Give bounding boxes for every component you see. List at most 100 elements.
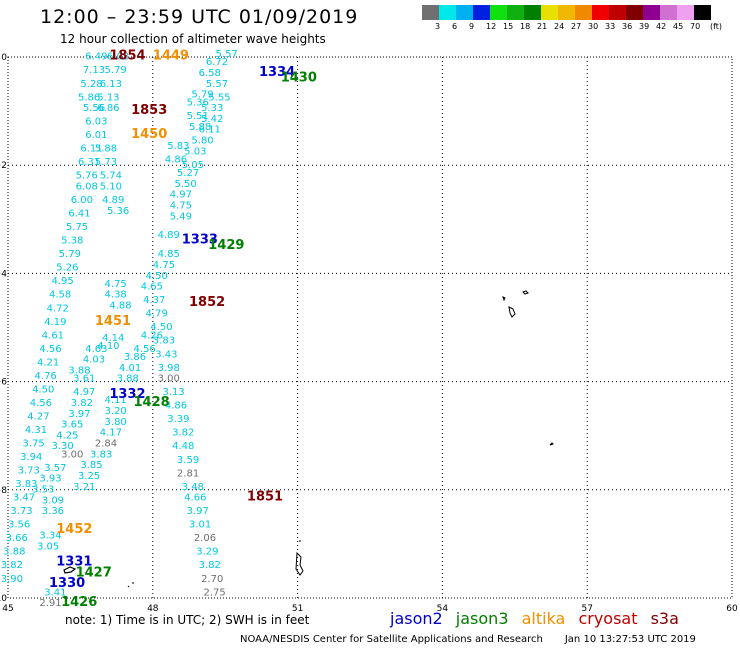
wave-height-value: 5.57: [216, 49, 238, 60]
legend-label: 42: [656, 22, 667, 31]
wave-height-value: 3.01: [189, 520, 211, 531]
sat-altika: altika: [521, 609, 566, 628]
wave-height-value: 3.57: [44, 463, 66, 474]
wave-height-value: 3.97: [68, 409, 90, 420]
color-legend: 3 6 9 12 15 18 21 24 27 30 33 36 39 42 45 70 (ft): [422, 5, 728, 35]
x-tick-label: 57: [581, 604, 592, 614]
legend-swatch: [507, 5, 524, 20]
legend-swatches: [422, 5, 728, 20]
wave-height-value: 3.82: [1, 560, 23, 571]
island-outline: [549, 442, 554, 446]
legend-swatch: [643, 5, 660, 20]
wave-height-value: 6.03: [107, 52, 129, 63]
legend-label: 45: [673, 22, 684, 31]
wave-height-value: 4.25: [56, 430, 78, 441]
wave-height-value: 4.27: [27, 411, 49, 422]
satellite-legend: jason2 jason3 altika cryosat s3a: [390, 609, 687, 628]
legend-swatch: [660, 5, 677, 20]
credit-line: NOAA/NESDIS Center for Satellite Applica…: [240, 634, 696, 645]
wave-height-value: 5.13: [97, 92, 119, 103]
pass-time-label: 1852: [189, 295, 225, 310]
wave-height-value: 6.49: [85, 52, 107, 63]
pass-time-label: 1330: [49, 576, 85, 591]
wave-height-value: 3.39: [167, 414, 189, 425]
wave-height-value: 4.97: [170, 190, 192, 201]
pass-time-label: 1429: [208, 238, 244, 253]
wave-height-value: 6.31: [78, 157, 100, 168]
pass-time-label: 1334: [259, 65, 295, 80]
legend-swatch: [609, 5, 626, 20]
legend-swatch: [558, 5, 575, 20]
wave-height-value: 4.11: [105, 395, 127, 406]
x-tick-label: 60: [726, 604, 738, 614]
wave-height-value: 3.88: [68, 365, 90, 376]
legend-swatch: [575, 5, 592, 20]
wave-height-value: 6.11: [199, 125, 221, 136]
wave-height-value: 6.13: [100, 79, 122, 90]
wave-height-value: 3.00: [61, 449, 83, 460]
wave-height-value: 5.75: [66, 222, 88, 233]
wave-height-value: 4.31: [25, 425, 47, 436]
wave-height-value: 5.50: [175, 179, 197, 190]
wave-height-value: 5.57: [206, 79, 228, 90]
legend-swatch: [490, 5, 507, 20]
wave-height-value: 6.01: [85, 130, 107, 141]
wave-height-value: 3.59: [177, 455, 199, 466]
legend-swatch: [541, 5, 558, 20]
legend-label: 15: [503, 22, 514, 31]
wave-height-value: 5.88: [189, 122, 211, 133]
y-tick-label: 0: [1, 53, 7, 63]
wave-height-value: 3.56: [8, 520, 30, 531]
wave-height-value: 4.72: [47, 303, 69, 314]
wave-height-value: 6.86: [97, 103, 119, 114]
pass-time-label: 1428: [133, 395, 169, 410]
map-title: 12:00 – 23:59 UTC 01/09/2019: [40, 6, 359, 28]
pass-time-label: 1452: [56, 522, 92, 537]
legend-swatch: [592, 5, 609, 20]
legend-swatch: [473, 5, 490, 20]
wave-height-value: 4.61: [42, 330, 64, 341]
wave-height-value: 4.50: [146, 271, 168, 282]
wave-height-value: 5.26: [56, 263, 78, 274]
island-outline: [127, 582, 134, 588]
y-tick-label: −2: [0, 161, 7, 171]
sat-cryosat: cryosat: [578, 609, 638, 628]
legend-label: 6: [452, 22, 458, 31]
wave-height-value: 3.34: [39, 530, 61, 541]
wave-height-value: 4.48: [172, 441, 194, 452]
wave-height-value: 2.91: [39, 598, 61, 609]
wave-height-value: 4.76: [35, 371, 57, 382]
wave-height-value: 5.74: [100, 171, 122, 182]
sat-jason3: jason3: [455, 609, 509, 628]
wave-height-value: 3.86: [124, 352, 146, 363]
wave-height-value: 3.90: [1, 574, 23, 585]
x-tick-label: 54: [437, 604, 449, 614]
pass-time-label: 1426: [61, 595, 97, 610]
island-outline: [502, 290, 529, 318]
wave-height-value: 5.79: [105, 65, 127, 76]
wave-height-value: 5.56: [83, 103, 105, 114]
wave-height-value: 4.86: [165, 154, 187, 165]
wave-height-value: 6.41: [68, 209, 90, 220]
wave-height-value: 6.00: [71, 195, 93, 206]
wave-height-value: 3.65: [61, 420, 83, 431]
legend-swatch: [694, 5, 711, 20]
wave-height-value: 6.08: [76, 182, 98, 193]
wave-height-value: 3.09: [42, 495, 64, 506]
wave-height-value: 5.79: [191, 90, 213, 101]
wave-height-value: 5.80: [191, 136, 213, 147]
wave-height-value: 4.65: [141, 282, 163, 293]
wave-height-value: 3.83: [90, 449, 112, 460]
pass-time-label: 1331: [56, 555, 92, 570]
wave-height-value: 3.83: [15, 479, 37, 490]
wave-height-value: 5.38: [61, 236, 83, 247]
wave-height-value: 6.03: [85, 117, 107, 128]
pass-time-label: 1333: [182, 233, 218, 248]
legend-label: 21: [537, 22, 548, 31]
wave-height-value: 4.50: [150, 322, 172, 333]
wave-height-value: 6.11: [80, 144, 102, 155]
legend-labels: 3 6 9 12 15 18 21 24 27 30 33 36 39 42 45 70 (ft): [422, 20, 728, 34]
pass-time-label: 1853: [131, 103, 167, 118]
wave-height-value: 3.43: [155, 349, 177, 360]
